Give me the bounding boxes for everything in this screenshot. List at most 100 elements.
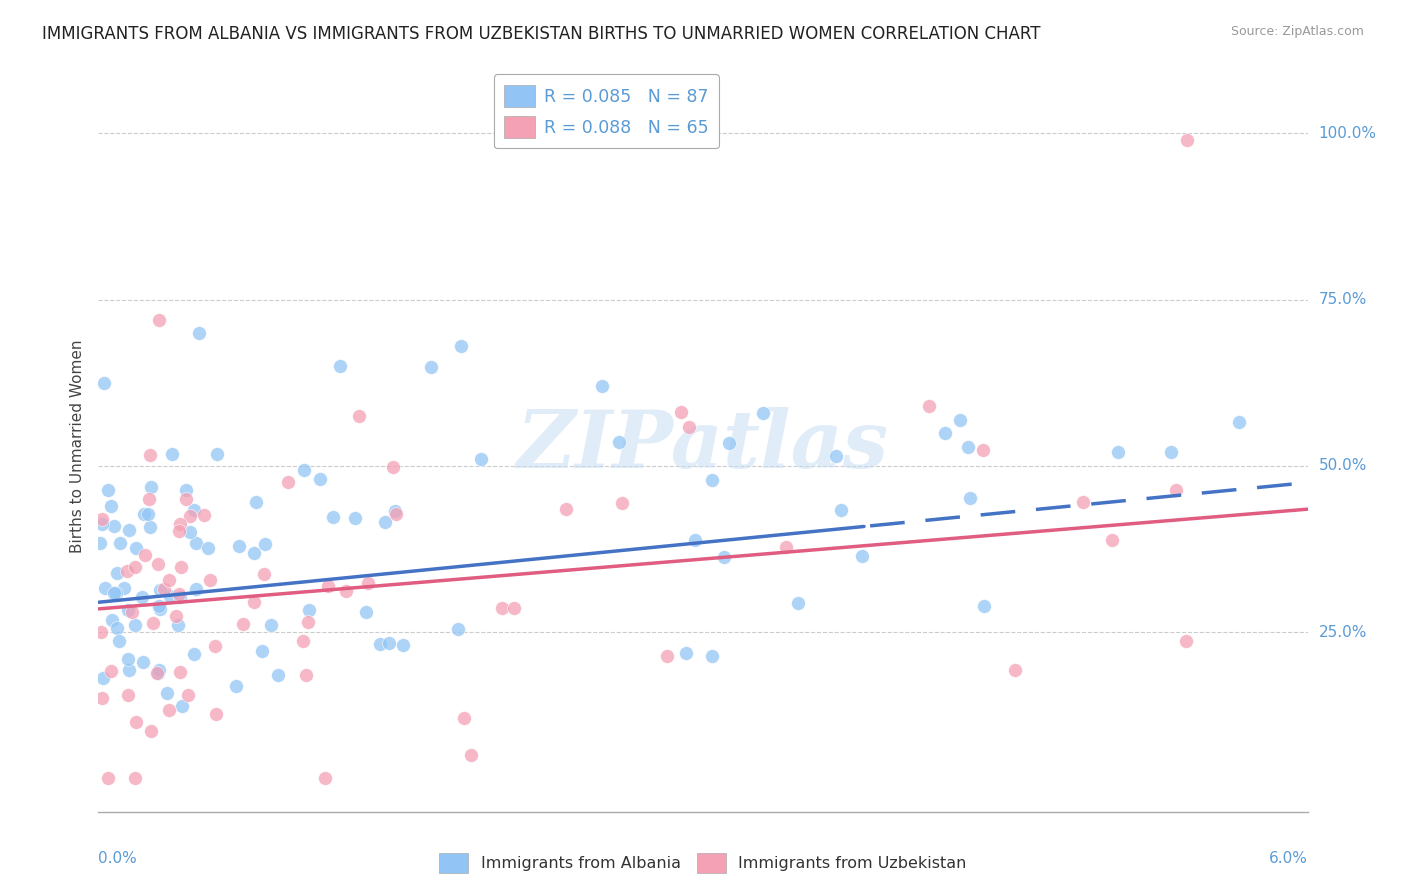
Point (384, 504, 406, 518)
Point (179, 524, 201, 539)
Point (174, 483, 197, 497)
Point (117, 564, 139, 578)
Point (104, 586, 127, 600)
Point (344, 510, 367, 524)
Point (101, 613, 124, 627)
Point (266, 667, 288, 681)
Point (134, 548, 156, 562)
Point (156, 685, 179, 699)
Point (148, 599, 170, 614)
Point (117, 688, 139, 702)
Point (167, 587, 190, 601)
Point (177, 688, 200, 702)
Text: 50.0%: 50.0% (1319, 458, 1367, 474)
Point (356, 576, 378, 591)
Point (1160, 444, 1182, 458)
Text: 25.0%: 25.0% (1319, 624, 1367, 640)
Point (117, 603, 139, 617)
Point (184, 582, 207, 596)
Point (114, 581, 136, 595)
Point (260, 617, 283, 632)
Point (90, 625, 112, 640)
Point (118, 523, 141, 537)
Point (146, 666, 169, 681)
Point (609, 434, 631, 449)
Point (1164, 483, 1187, 497)
Point (949, 413, 972, 427)
Point (277, 475, 299, 490)
Point (179, 509, 201, 524)
Point (132, 655, 155, 669)
Text: 0.0%: 0.0% (98, 851, 138, 865)
Point (205, 447, 228, 461)
Point (141, 480, 163, 494)
Point (148, 663, 170, 677)
Point (197, 541, 219, 556)
Point (374, 515, 396, 529)
Point (124, 617, 146, 632)
Point (295, 668, 318, 682)
Point (172, 699, 194, 714)
Point (298, 603, 321, 617)
Point (167, 524, 190, 539)
Point (118, 663, 141, 677)
Point (329, 359, 352, 374)
Point (105, 566, 128, 581)
Point (1071, 495, 1094, 509)
Point (752, 406, 775, 420)
Y-axis label: Births to Unmarried Women: Births to Unmarried Women (69, 339, 84, 553)
Point (100, 499, 122, 513)
Point (678, 419, 700, 434)
Point (125, 715, 148, 730)
Point (775, 541, 797, 555)
Point (134, 507, 156, 521)
Text: ZIPatlas: ZIPatlas (517, 408, 889, 484)
Point (139, 449, 162, 463)
Point (419, 359, 441, 374)
Point (90, 516, 112, 531)
Point (470, 451, 492, 466)
Point (169, 665, 191, 680)
Point (169, 516, 191, 531)
Point (166, 618, 188, 632)
Point (97, 772, 120, 786)
Point (917, 399, 939, 413)
Text: IMMIGRANTS FROM ALBANIA VS IMMIGRANTS FROM UZBEKISTAN BIRTHS TO UNMARRIED WOMEN : IMMIGRANTS FROM ALBANIA VS IMMIGRANTS FR… (42, 25, 1040, 43)
Point (89, 536, 111, 550)
Point (125, 541, 148, 556)
Point (973, 599, 995, 614)
Point (186, 536, 208, 550)
Text: Source: ZipAtlas.com: Source: ZipAtlas.com (1230, 25, 1364, 38)
Point (700, 649, 723, 664)
Point (148, 312, 170, 326)
Point (94, 581, 117, 595)
Point (972, 443, 994, 458)
Point (245, 495, 267, 509)
Point (138, 491, 160, 506)
Point (174, 492, 197, 507)
Point (103, 586, 125, 600)
Text: 100.0%: 100.0% (1319, 126, 1376, 141)
Point (502, 601, 524, 615)
Point (169, 590, 191, 604)
Point (105, 621, 128, 635)
Point (675, 647, 697, 661)
Point (655, 648, 678, 663)
Point (718, 436, 741, 450)
Point (136, 507, 159, 521)
Point (1175, 133, 1198, 147)
Point (610, 495, 633, 509)
Point (225, 679, 247, 693)
Point (713, 549, 735, 564)
Point (145, 665, 167, 680)
Point (250, 643, 273, 657)
Point (124, 772, 146, 786)
Point (1227, 415, 1250, 429)
Legend: Immigrants from Albania, Immigrants from Uzbekistan: Immigrants from Albania, Immigrants from… (433, 847, 973, 880)
Point (100, 664, 122, 678)
Point (1101, 533, 1123, 548)
Point (959, 491, 981, 505)
Point (1107, 445, 1129, 459)
Point (91, 512, 114, 526)
Point (491, 601, 513, 615)
